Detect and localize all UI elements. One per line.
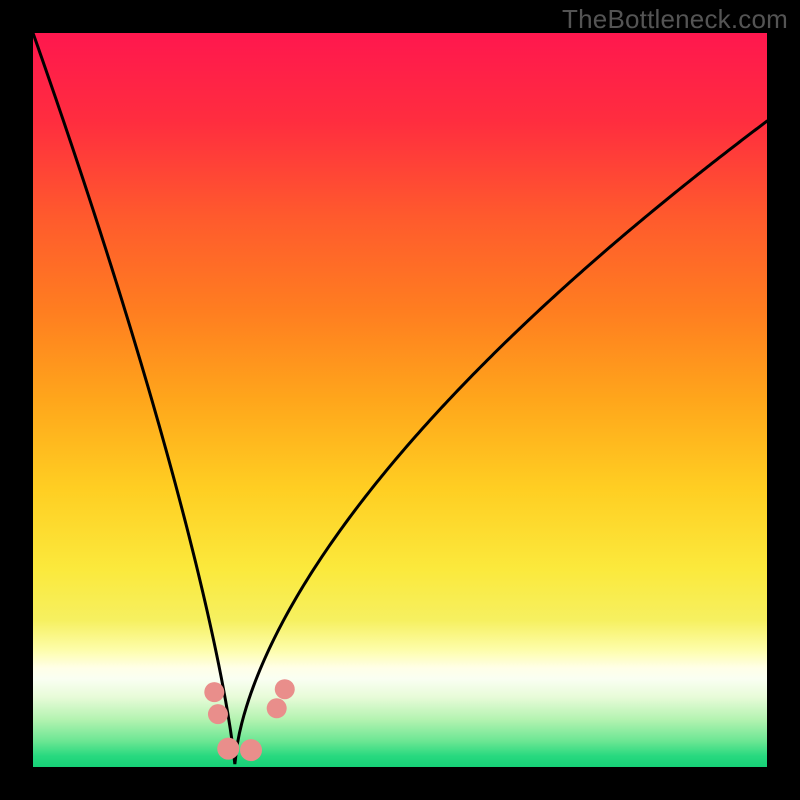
config-marker — [275, 679, 295, 699]
chart-stage: TheBottleneck.com — [0, 0, 800, 800]
bottleneck-chart — [0, 0, 800, 800]
config-marker — [204, 682, 224, 702]
plot-area — [33, 33, 767, 767]
config-marker — [208, 704, 228, 724]
watermark-text: TheBottleneck.com — [562, 4, 788, 35]
config-marker — [240, 739, 262, 761]
config-marker — [217, 738, 239, 760]
config-marker — [267, 698, 287, 718]
